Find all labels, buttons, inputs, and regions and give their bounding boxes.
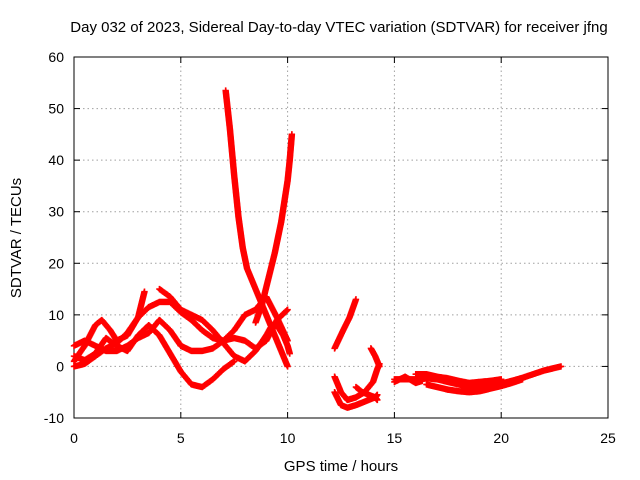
series-arc-l: [352, 383, 381, 404]
data-point-marker: [286, 350, 293, 357]
data-point-marker: [376, 363, 383, 370]
data-series: [70, 87, 565, 411]
x-tick-label: 0: [70, 430, 78, 446]
y-tick-label: 50: [48, 101, 64, 117]
series-arc-q: [412, 370, 505, 387]
series-arc-h: [258, 321, 293, 357]
series-arc-e: [156, 285, 270, 365]
plot-frame: [73, 56, 609, 419]
x-axis-tick-labels: 0 5 10 15 20 25: [70, 430, 616, 446]
y-tick-label: 10: [48, 307, 64, 323]
y-tick-label: 40: [48, 152, 64, 168]
x-tick-label: 25: [600, 430, 616, 446]
y-tick-label: 20: [48, 255, 64, 271]
x-tick-label: 10: [280, 430, 296, 446]
y-axis-label: SDTVAR / TECUs: [8, 178, 25, 298]
data-point-marker: [557, 363, 565, 370]
y-axis-tick-labels: -10 0 10 20 30 40 50 60: [44, 49, 64, 426]
y-tick-label: 0: [56, 358, 64, 374]
grid-lines: [74, 57, 608, 418]
y-tick-label: -10: [44, 410, 64, 426]
data-point-marker: [141, 288, 148, 295]
x-axis-label: GPS time / hours: [284, 458, 398, 475]
x-tick-label: 5: [177, 430, 185, 446]
data-point-marker: [288, 131, 296, 138]
x-tick-label: 15: [387, 430, 403, 446]
series-arc-g: [252, 131, 296, 326]
data-point-marker: [352, 296, 360, 303]
data-point-marker: [284, 363, 291, 370]
x-tick-label: 20: [493, 430, 509, 446]
data-point-marker: [284, 306, 291, 313]
series-arc-p: [423, 376, 526, 396]
y-tick-label: 60: [48, 49, 64, 65]
axis-ticks: [73, 56, 609, 419]
data-point-marker: [519, 376, 526, 383]
data-point-marker: [498, 376, 505, 383]
series-arc-i: [331, 296, 360, 352]
data-point-marker: [418, 377, 426, 385]
chart-title: Day 032 of 2023, Sidereal Day-to-day VTE…: [70, 19, 607, 36]
y-tick-label: 30: [48, 204, 64, 220]
series-arc-f: [222, 87, 291, 370]
series-arc-o: [391, 373, 426, 387]
series-arc-m: [367, 345, 383, 370]
data-point-marker: [374, 396, 381, 404]
